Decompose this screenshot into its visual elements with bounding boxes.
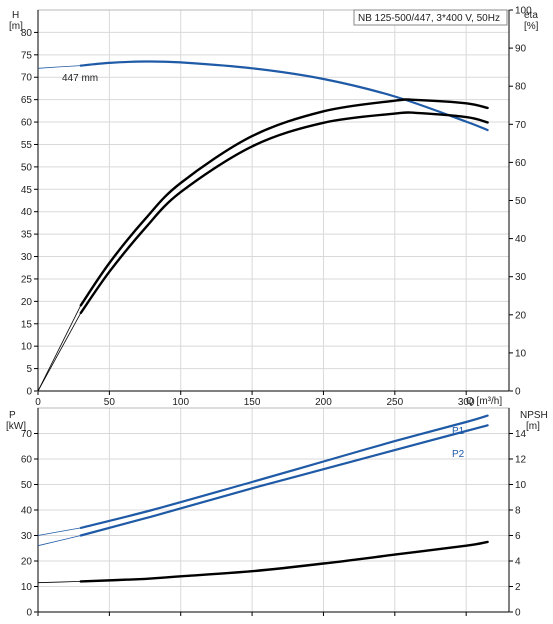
power-right-tick-label: 8 xyxy=(515,506,521,517)
head-series-1-extension-line xyxy=(37,305,82,392)
head-left-tick-label: 75 xyxy=(21,50,33,61)
flow-tick-label: 150 xyxy=(244,397,261,408)
power-right-tick-label: 12 xyxy=(515,455,527,466)
npsh-axis-unit: [m] xyxy=(526,421,540,432)
head-series-0-extension-line xyxy=(37,65,81,69)
head-right-tick-label: 10 xyxy=(515,348,527,359)
chart-title: NB 125-500/447, 3*400 V, 50Hz xyxy=(358,13,500,24)
head-left-tick-label: 80 xyxy=(21,28,33,39)
head-plot-frame xyxy=(37,9,510,392)
head-series-2-extension-line xyxy=(37,312,82,392)
head-series-1-line xyxy=(79,98,489,307)
p1-extension-line xyxy=(37,527,81,536)
head-efficiency-axes: 0 50 100 150 200 250 3000510152025303540455055… xyxy=(21,6,532,409)
power-npsh-axes: 0 10 20 30 40 50 60 70 0 2 4 6 8 10 12 14 xyxy=(21,407,527,619)
power-right-tick-label: 4 xyxy=(515,557,521,568)
p1-line xyxy=(79,414,489,529)
power-right-tick-label: 10 xyxy=(515,480,527,491)
head-right-tick-label: 50 xyxy=(515,196,527,207)
head-right-tick-label: 40 xyxy=(515,234,527,245)
head-left-tick-label: 65 xyxy=(21,95,33,106)
head-left-tick-label: 10 xyxy=(21,342,33,353)
power-left-tick-label: 10 xyxy=(21,582,33,593)
head-right-tick-label: 30 xyxy=(515,272,527,283)
flow-tick-label: 50 xyxy=(104,397,116,408)
flow-tick-label: 100 xyxy=(172,397,189,408)
flow-axis-label: Q [m³/h] xyxy=(466,396,502,407)
power-series-2-extension-line xyxy=(37,581,81,584)
power-series-2-line xyxy=(79,540,489,583)
power-left-tick-label: 60 xyxy=(21,455,33,466)
head-axis-unit: [m] xyxy=(9,21,23,32)
head-efficiency-grid xyxy=(37,10,509,392)
head-efficiency-series xyxy=(37,60,489,392)
power-left-tick-label: 50 xyxy=(21,480,33,491)
power-left-tick-label: 70 xyxy=(21,429,33,440)
head-right-tick-label: 20 xyxy=(515,310,527,321)
head-left-tick-label: 30 xyxy=(21,252,33,263)
npsh-axis-label: NPSH xyxy=(520,410,548,421)
head-series-2-line xyxy=(79,111,489,315)
power-npsh-series xyxy=(37,414,489,584)
head-left-tick-label: 35 xyxy=(21,230,33,241)
head-right-tick-label: 80 xyxy=(515,82,527,93)
power-left-tick-label: 20 xyxy=(21,557,33,568)
head-left-tick-label: 70 xyxy=(21,73,33,84)
head-left-tick-label: 50 xyxy=(21,162,33,173)
power-right-tick-label: 14 xyxy=(515,429,527,440)
chart-title-box xyxy=(353,9,508,26)
head-left-tick-label: 45 xyxy=(21,185,33,196)
head-right-tick-label: 0 xyxy=(515,387,521,398)
head-left-tick-label: 55 xyxy=(21,140,33,151)
power-left-tick-label: 40 xyxy=(21,506,33,517)
power-left-tick-label: 30 xyxy=(21,531,33,542)
flow-tick-label: 200 xyxy=(315,397,332,408)
p2-extension-line xyxy=(37,535,81,547)
head-axis-label: H xyxy=(12,10,19,21)
head-left-tick-label: 0 xyxy=(26,387,32,398)
efficiency-axis-unit: [%] xyxy=(524,21,539,32)
head-right-tick-label: 70 xyxy=(515,120,527,131)
head-left-tick-label: 25 xyxy=(21,274,33,285)
head-right-tick-label: 100 xyxy=(515,6,532,17)
head-left-tick-label: 15 xyxy=(21,319,33,330)
p1-series-label: P1 xyxy=(452,426,465,437)
power-axis-label: P xyxy=(9,410,16,421)
head-left-tick-label: 20 xyxy=(21,297,33,308)
power-axis-unit: [kW] xyxy=(6,421,26,432)
flow-tick-label: 250 xyxy=(386,397,403,408)
p2-line xyxy=(79,424,489,537)
head-left-tick-label: 5 xyxy=(26,364,32,375)
power-right-tick-label: 0 xyxy=(515,608,521,619)
p2-series-label: P2 xyxy=(452,449,465,460)
impeller-diameter-label: 447 mm xyxy=(62,73,98,84)
flow-tick-label: 300 xyxy=(458,397,475,408)
power-right-tick-label: 2 xyxy=(515,582,521,593)
flow-tick-label: 0 xyxy=(35,397,41,408)
power-left-tick-label: 0 xyxy=(26,608,32,619)
power-right-tick-label: 6 xyxy=(515,531,521,542)
efficiency-axis-label: eta xyxy=(524,10,538,21)
head-right-tick-label: 60 xyxy=(515,158,527,169)
head-series-0-line xyxy=(79,60,489,132)
head-left-tick-label: 40 xyxy=(21,207,33,218)
head-left-tick-label: 60 xyxy=(21,118,33,129)
head-right-tick-label: 90 xyxy=(515,44,527,55)
